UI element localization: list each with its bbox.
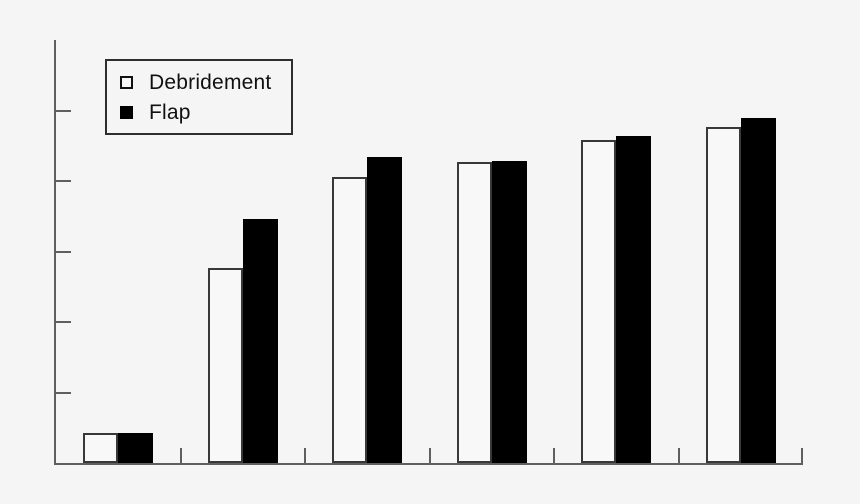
y-axis-tick [56,109,71,112]
x-axis-tick [304,448,306,463]
debridement-swatch-icon [120,75,133,89]
bar-flap-4 [491,161,527,463]
bar-debridement-6 [705,127,741,463]
legend: Debridement Flap [105,59,293,135]
bar-flap-3 [367,157,403,463]
bar-debridement-4 [456,162,492,463]
y-axis-tick [56,321,71,323]
y-axis-tick [56,180,71,182]
x-axis-tick [801,448,803,463]
bar-debridement-2 [207,268,243,463]
flap-swatch-icon [120,105,133,119]
bar-flap-2 [242,219,278,463]
x-axis-tick [677,448,680,463]
legend-item-flap: Flap [120,102,291,123]
x-axis-tick [428,448,431,463]
bar-debridement-3 [332,177,368,463]
legend-label-debridement: Debridement [149,70,272,94]
plot-area [54,40,803,465]
bar-debridement-5 [581,140,617,463]
x-axis-tick [179,448,182,463]
bar-debridement-1 [83,433,119,463]
legend-item-debridement: Debridement [120,72,291,93]
y-axis-tick [56,250,71,253]
bar-flap-6 [740,118,776,463]
y-axis [54,40,56,465]
bar-flap-1 [118,433,154,463]
bar-flap-5 [616,136,652,463]
x-axis-tick [553,448,555,463]
y-axis-tick [56,391,71,394]
legend-label-flap: Flap [149,100,191,124]
x-axis [54,463,803,465]
